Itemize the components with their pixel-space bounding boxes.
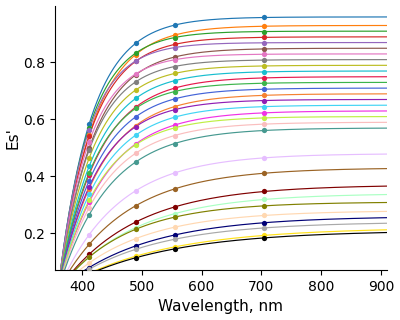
- X-axis label: Wavelength, nm: Wavelength, nm: [158, 300, 284, 315]
- Y-axis label: Es': Es': [6, 127, 20, 149]
